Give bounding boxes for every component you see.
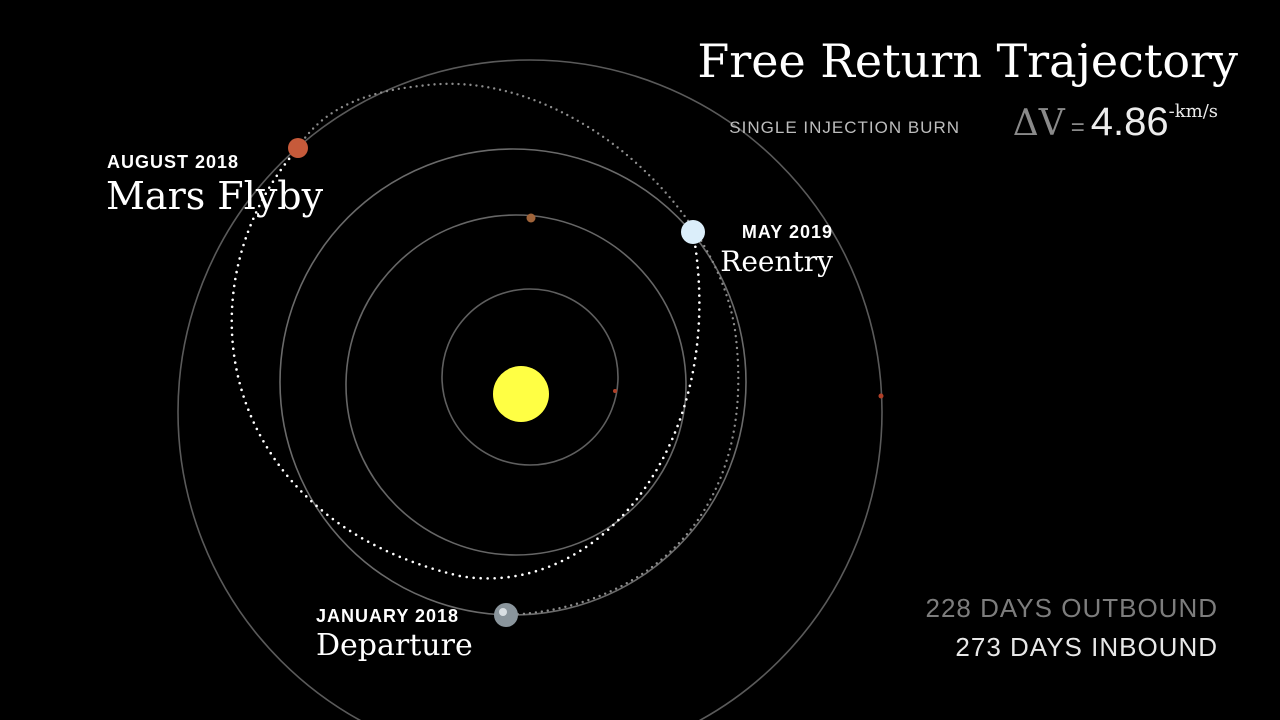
delta-v-symbol: ΔV	[1012, 103, 1065, 144]
mercury-planet	[613, 389, 617, 393]
venus-orbit	[345, 214, 687, 556]
reentry-date: MAY 2019	[741, 222, 833, 242]
diagram-title: Free Return Trajectory	[697, 34, 1238, 88]
outbound-duration: 228 DAYS OUTBOUND	[925, 593, 1218, 623]
flyby-label: Mars Flyby	[106, 174, 324, 218]
earth-reentry-marker	[681, 220, 705, 244]
departure-label: Departure	[316, 628, 473, 663]
flyby-date: AUGUST 2018	[107, 152, 240, 172]
mars-planet	[878, 393, 884, 399]
departure-date: JANUARY 2018	[316, 606, 460, 626]
inbound-duration: 273 DAYS INBOUND	[955, 632, 1218, 662]
mars-flyby-marker	[288, 138, 308, 158]
sun-icon	[493, 366, 549, 422]
mercury-orbit	[441, 288, 619, 466]
delta-v-unit: -km/s	[1168, 101, 1218, 122]
reentry-label: Reentry	[720, 245, 833, 278]
earth-departure-marker	[494, 603, 518, 627]
delta-v-value: 4.86	[1090, 100, 1169, 144]
earth-departure-highlight	[499, 608, 507, 616]
delta-v-equals: =	[1070, 114, 1085, 141]
delta-v-equation: ΔV = 4.86-km/s	[1013, 100, 1218, 145]
mars-orbit	[177, 59, 883, 720]
outbound-trajectory	[296, 82, 740, 617]
burn-label: SINGLE INJECTION BURN	[729, 118, 960, 137]
inbound-trajectory	[230, 146, 701, 580]
venus-planet	[526, 213, 536, 223]
